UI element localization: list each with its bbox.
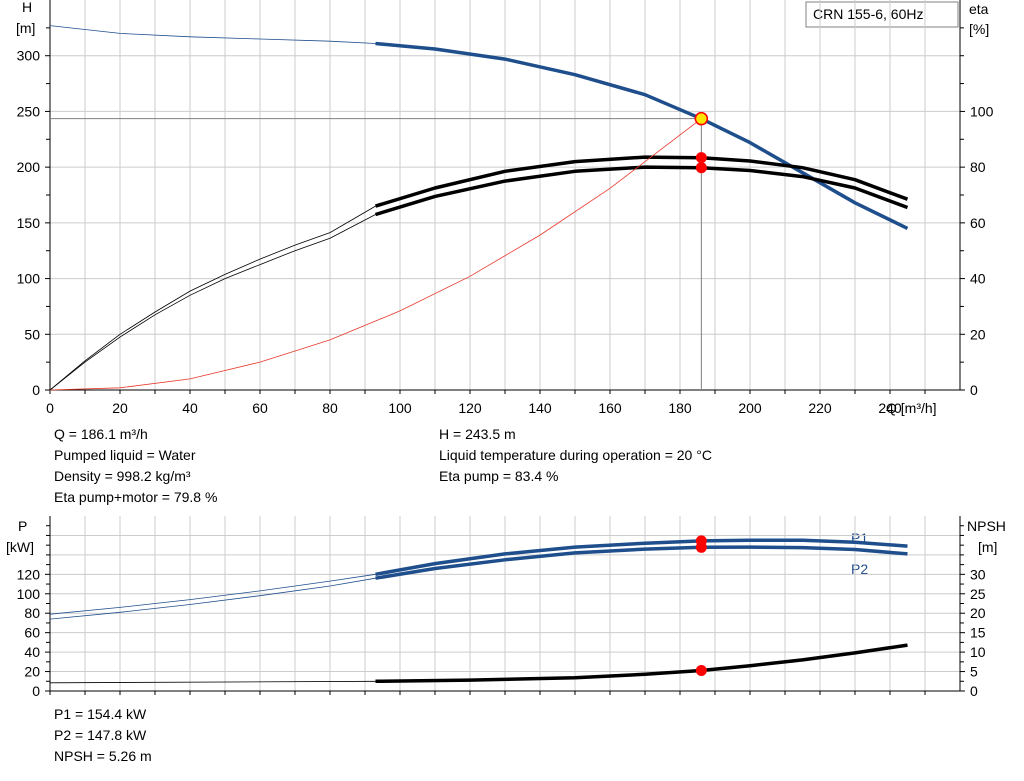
- info-density: Density = 998.2 kg/m³: [54, 468, 191, 484]
- head-curve-extrapolated: [49, 25, 376, 44]
- top-left-tick-label: 50: [24, 326, 40, 342]
- top-left-tick-label: 250: [17, 103, 41, 119]
- x-tick-label: 40: [182, 400, 198, 416]
- x-tick-label: 200: [738, 400, 762, 416]
- info-flow: Q = 186.1 m³/h: [54, 426, 148, 442]
- top-right-tick-label: 100: [970, 103, 994, 119]
- bottom-left-tick-label: 20: [24, 664, 40, 680]
- operating-info-bottom: P1 = 154.4 kW P2 = 147.8 kW NPSH = 5.26 …: [54, 706, 152, 764]
- x-tick-label: 140: [528, 400, 552, 416]
- eta-pump-point: [695, 152, 707, 164]
- top-right-tick-label: 20: [970, 326, 986, 342]
- x-tick-label: 120: [458, 400, 482, 416]
- eta_pump-curve: [374, 155, 909, 208]
- bottom-right-tick-label: 20: [970, 605, 986, 621]
- bottom-right-tick-label: 25: [970, 586, 986, 602]
- eta_total-curve: [374, 165, 909, 217]
- info-npsh: NPSH = 5.26 m: [54, 748, 152, 764]
- eta-total-point: [695, 162, 707, 174]
- top-left-tick-label: 0: [32, 382, 40, 398]
- bottom-right-tick-label: 0: [970, 683, 978, 699]
- head-axis-label-line2: [m]: [16, 20, 35, 36]
- bottom-left-tick-label: 0: [32, 683, 40, 699]
- x-tick-label: 60: [252, 400, 268, 416]
- head-axis-label-line1: H: [22, 0, 32, 15]
- bottom-right-tick-label: 15: [970, 625, 986, 641]
- x-tick-label: 80: [322, 400, 338, 416]
- x-tick-label: 220: [808, 400, 832, 416]
- bottom-left-tick-label: 100: [17, 586, 41, 602]
- x-tick-label: 0: [46, 400, 54, 416]
- top-right-tick-label: 60: [970, 215, 986, 231]
- power-axis-label-line1: P: [18, 518, 27, 534]
- top-left-tick-label: 150: [17, 215, 41, 231]
- eta_total-curve-extrapolated: [49, 214, 376, 391]
- duty-point: [694, 111, 709, 126]
- npsh-axis-label-line2: [m]: [978, 539, 997, 555]
- eta-axis-label-line2: [%]: [969, 21, 989, 37]
- top-right-tick-label: 80: [970, 159, 986, 175]
- system-curve: [49, 118, 702, 391]
- head-curve: [375, 41, 909, 230]
- P1-curve-extrapolated: [49, 573, 376, 615]
- operating-info-left: Q = 186.1 m³/h Pumped liquid = Water Den…: [54, 426, 217, 505]
- top-right-tick-label: 0: [970, 382, 978, 398]
- model-title: CRN 155-6, 60Hz: [813, 6, 924, 22]
- info-temperature: Liquid temperature during operation = 20…: [439, 447, 712, 463]
- x-tick-label: 160: [598, 400, 622, 416]
- p2-point: [695, 541, 707, 553]
- eta_pump-curve-extrapolated: [49, 205, 376, 391]
- x-tick-label: 100: [388, 400, 412, 416]
- bottom-left-tick-label: 80: [24, 605, 40, 621]
- power-axis-label-line2: [kW]: [6, 539, 34, 555]
- bottom-right-tick-label: 30: [970, 566, 986, 582]
- bottom-right-tick-label: 5: [970, 664, 978, 680]
- P1-curve: [375, 538, 908, 577]
- x-tick-label: 240: [878, 400, 902, 416]
- top-left-tick-label: 200: [17, 159, 41, 175]
- P2-curve: [375, 545, 908, 580]
- NPSH-curve: [375, 643, 908, 684]
- top-left-tick-label: 100: [17, 271, 41, 287]
- P2-curve-extrapolated: [49, 577, 376, 620]
- bottom-right-tick-label: 10: [970, 644, 986, 660]
- bottom-left-tick-label: 120: [17, 566, 41, 582]
- info-eta-total: Eta pump+motor = 79.8 %: [54, 489, 217, 505]
- top-left-tick-label: 300: [17, 48, 41, 64]
- model-title-box: CRN 155-6, 60Hz: [805, 1, 959, 28]
- flow-axis-label: Q [m³/h]: [886, 400, 937, 416]
- info-p1: P1 = 154.4 kW: [54, 706, 147, 722]
- info-liquid: Pumped liquid = Water: [54, 447, 196, 463]
- npsh-axis-label-line1: NPSH: [967, 518, 1006, 534]
- NPSH-curve-extrapolated: [49, 680, 376, 684]
- x-tick-label: 180: [668, 400, 692, 416]
- bottom-left-tick-label: 40: [24, 644, 40, 660]
- eta-axis-label-line1: eta: [969, 1, 989, 17]
- npsh-point: [695, 665, 707, 677]
- info-head: H = 243.5 m: [439, 426, 516, 442]
- top-right-tick-label: 40: [970, 271, 986, 287]
- info-p2: P2 = 147.8 kW: [54, 727, 147, 743]
- info-eta-pump: Eta pump = 83.4 %: [439, 468, 558, 484]
- x-tick-label: 20: [112, 400, 128, 416]
- operating-info-right: H = 243.5 m Liquid temperature during op…: [439, 426, 712, 484]
- bottom-left-tick-label: 60: [24, 625, 40, 641]
